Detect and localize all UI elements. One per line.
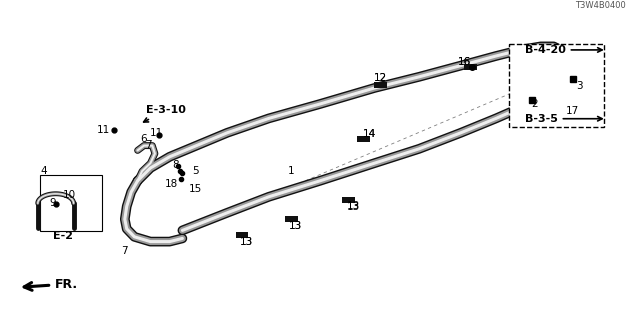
Text: B-4-20: B-4-20 <box>525 45 602 55</box>
Text: 11: 11 <box>150 128 163 138</box>
Text: 17: 17 <box>566 106 579 116</box>
Bar <box>374 82 387 88</box>
Bar <box>509 44 604 127</box>
Text: 13: 13 <box>240 237 253 247</box>
Text: 8: 8 <box>173 160 179 170</box>
Text: 7: 7 <box>145 140 152 150</box>
Text: E-2: E-2 <box>52 231 73 241</box>
Text: 12: 12 <box>374 73 387 84</box>
Text: 13: 13 <box>347 201 360 212</box>
Text: 4: 4 <box>40 166 47 176</box>
Text: 16: 16 <box>458 57 470 68</box>
Bar <box>40 175 102 231</box>
Bar <box>342 197 355 203</box>
Text: 2: 2 <box>531 99 538 109</box>
Text: 16: 16 <box>458 57 470 68</box>
Text: 9: 9 <box>49 198 56 208</box>
Text: 6: 6 <box>141 134 147 144</box>
Text: 7: 7 <box>122 246 128 256</box>
Text: 18: 18 <box>165 179 178 189</box>
Bar <box>285 216 298 222</box>
Bar <box>464 64 477 70</box>
Text: 12: 12 <box>374 73 387 84</box>
Text: T3W4B0400: T3W4B0400 <box>575 1 626 10</box>
Bar <box>357 136 370 142</box>
Text: 10: 10 <box>63 189 76 200</box>
Text: 3: 3 <box>576 81 582 92</box>
Text: 13: 13 <box>240 236 253 247</box>
Text: B-3-5: B-3-5 <box>525 114 602 124</box>
Text: 13: 13 <box>289 221 302 231</box>
Text: 14: 14 <box>364 129 376 139</box>
Text: FR.: FR. <box>24 278 77 291</box>
Text: 11: 11 <box>97 124 110 135</box>
Text: E-3-10: E-3-10 <box>143 105 186 122</box>
Text: 13: 13 <box>289 220 302 231</box>
Text: 13: 13 <box>347 202 360 212</box>
Text: 14: 14 <box>364 129 376 139</box>
Text: 5: 5 <box>192 166 198 176</box>
Text: 15: 15 <box>189 184 202 195</box>
Bar <box>236 232 248 238</box>
Text: 1: 1 <box>288 166 294 176</box>
